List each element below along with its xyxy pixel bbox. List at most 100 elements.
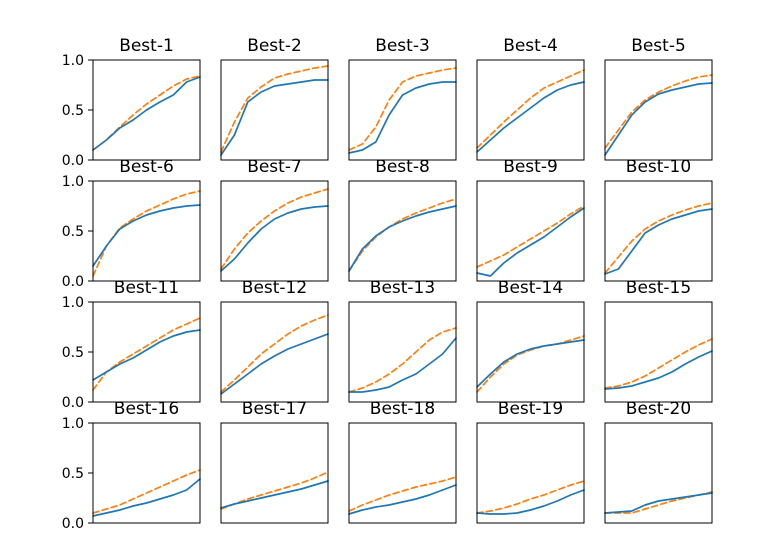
- series-line-dashed: [92, 190, 201, 277]
- panel-10: Best-10: [604, 157, 713, 282]
- panel-frame: [476, 301, 585, 403]
- panel-title: Best-19: [498, 399, 563, 419]
- y-tick-label: 1.0: [62, 174, 84, 190]
- series-line-solid: [220, 333, 329, 395]
- panel-title: Best-15: [626, 278, 691, 298]
- series-line-dashed: [92, 469, 201, 514]
- series-line-dashed: [604, 202, 713, 274]
- series-line-dashed: [348, 198, 457, 272]
- panel-17: Best-17: [220, 399, 329, 524]
- panel-frame: [220, 422, 329, 524]
- series-line-dashed: [220, 188, 329, 270]
- series-line-dashed: [92, 317, 201, 391]
- panel-19: Best-19: [476, 399, 585, 524]
- panel-frame: [220, 180, 329, 282]
- panel-title: Best-17: [242, 399, 307, 419]
- panel-2: Best-2: [220, 36, 329, 161]
- series-line-solid: [604, 208, 713, 275]
- series-line-solid: [92, 329, 201, 381]
- series-line-solid: [220, 79, 329, 156]
- panel-frame: [604, 180, 713, 282]
- y-tick-label: 0.0: [62, 274, 84, 290]
- y-tick-label: 1.0: [62, 416, 84, 432]
- panel-frame: [220, 59, 329, 161]
- panel-7: Best-7: [220, 157, 329, 282]
- y-tick-label: 0.0: [62, 395, 84, 411]
- series-line-dashed: [220, 65, 329, 153]
- panel-title: Best-6: [119, 157, 174, 177]
- panel-11: Best-11 0.0 0.5 1.0: [62, 278, 201, 411]
- panel-frame: [604, 59, 713, 161]
- panel-frame: [476, 180, 585, 282]
- series-line-solid: [220, 205, 329, 272]
- panel-frame: [92, 422, 201, 524]
- panel-title: Best-18: [370, 399, 435, 419]
- series-line-solid: [348, 337, 457, 393]
- y-tick-label: 0.5: [62, 224, 84, 240]
- panel-16: Best-16 0.0 0.5 1.0: [62, 399, 201, 532]
- panel-9: Best-9: [476, 157, 585, 282]
- panel-frame: [476, 59, 585, 161]
- panel-title: Best-4: [503, 36, 558, 56]
- series-line-solid: [476, 207, 585, 277]
- panel-title: Best-16: [114, 399, 179, 419]
- y-tick-label: 0.0: [62, 153, 84, 169]
- panel-20: Best-20: [604, 399, 713, 524]
- panel-title: Best-7: [247, 157, 302, 177]
- y-tick-label: 1.0: [62, 295, 84, 311]
- panel-5: Best-5: [604, 36, 713, 161]
- panel-14: Best-14: [476, 278, 585, 403]
- panel-frame: [92, 180, 201, 282]
- panel-frame: [220, 301, 329, 403]
- series-line-dashed: [476, 69, 585, 149]
- panel-frame: [604, 422, 713, 524]
- panel-frame: [604, 301, 713, 403]
- panel-15: Best-15: [604, 278, 713, 403]
- y-tick-label: 0.5: [62, 103, 84, 119]
- series-line-solid: [348, 484, 457, 515]
- panel-1: Best-1 0.0 0.5 1.0: [62, 36, 201, 169]
- series-line-solid: [348, 81, 457, 154]
- y-tick-label: 0.5: [62, 466, 84, 482]
- series-line-solid: [348, 205, 457, 272]
- series-line-solid: [220, 480, 329, 509]
- series-line-solid: [476, 489, 585, 515]
- panel-title: Best-10: [626, 157, 691, 177]
- series-line-dashed: [476, 205, 585, 268]
- panel-frame: [348, 180, 457, 282]
- series-line-solid: [604, 82, 713, 156]
- y-tick-label: 0.0: [62, 516, 84, 532]
- panel-title: Best-9: [503, 157, 558, 177]
- series-line-solid: [92, 76, 201, 151]
- y-tick-label: 1.0: [62, 53, 84, 69]
- panel-title: Best-2: [247, 36, 302, 56]
- panel-title: Best-3: [375, 36, 430, 56]
- panel-18: Best-18: [348, 399, 457, 524]
- series-line-dashed: [220, 314, 329, 393]
- panel-frame: [348, 422, 457, 524]
- panel-frame: [92, 301, 201, 403]
- panel-title: Best-12: [242, 278, 307, 298]
- series-line-dashed: [348, 327, 457, 393]
- series-line-dashed: [604, 338, 713, 389]
- panel-title: Best-13: [370, 278, 435, 298]
- panel-frame: [348, 59, 457, 161]
- series-line-dashed: [92, 75, 201, 151]
- series-line-solid: [92, 478, 201, 517]
- y-tick-label: 0.5: [62, 345, 84, 361]
- series-line-dashed: [348, 476, 457, 512]
- panel-6: Best-6 0.0 0.5 1.0: [62, 157, 201, 290]
- panel-title: Best-1: [119, 36, 174, 56]
- panel-title: Best-14: [498, 278, 563, 298]
- panel-8: Best-8: [348, 157, 457, 282]
- series-line-solid: [92, 204, 201, 267]
- panel-frame: [476, 422, 585, 524]
- panel-frame: [348, 301, 457, 403]
- series-line-solid: [604, 350, 713, 390]
- panel-12: Best-12: [220, 278, 329, 403]
- panel-title: Best-20: [626, 399, 691, 419]
- series-line-dashed: [476, 335, 585, 393]
- series-line-solid: [604, 492, 713, 514]
- panel-3: Best-3: [348, 36, 457, 161]
